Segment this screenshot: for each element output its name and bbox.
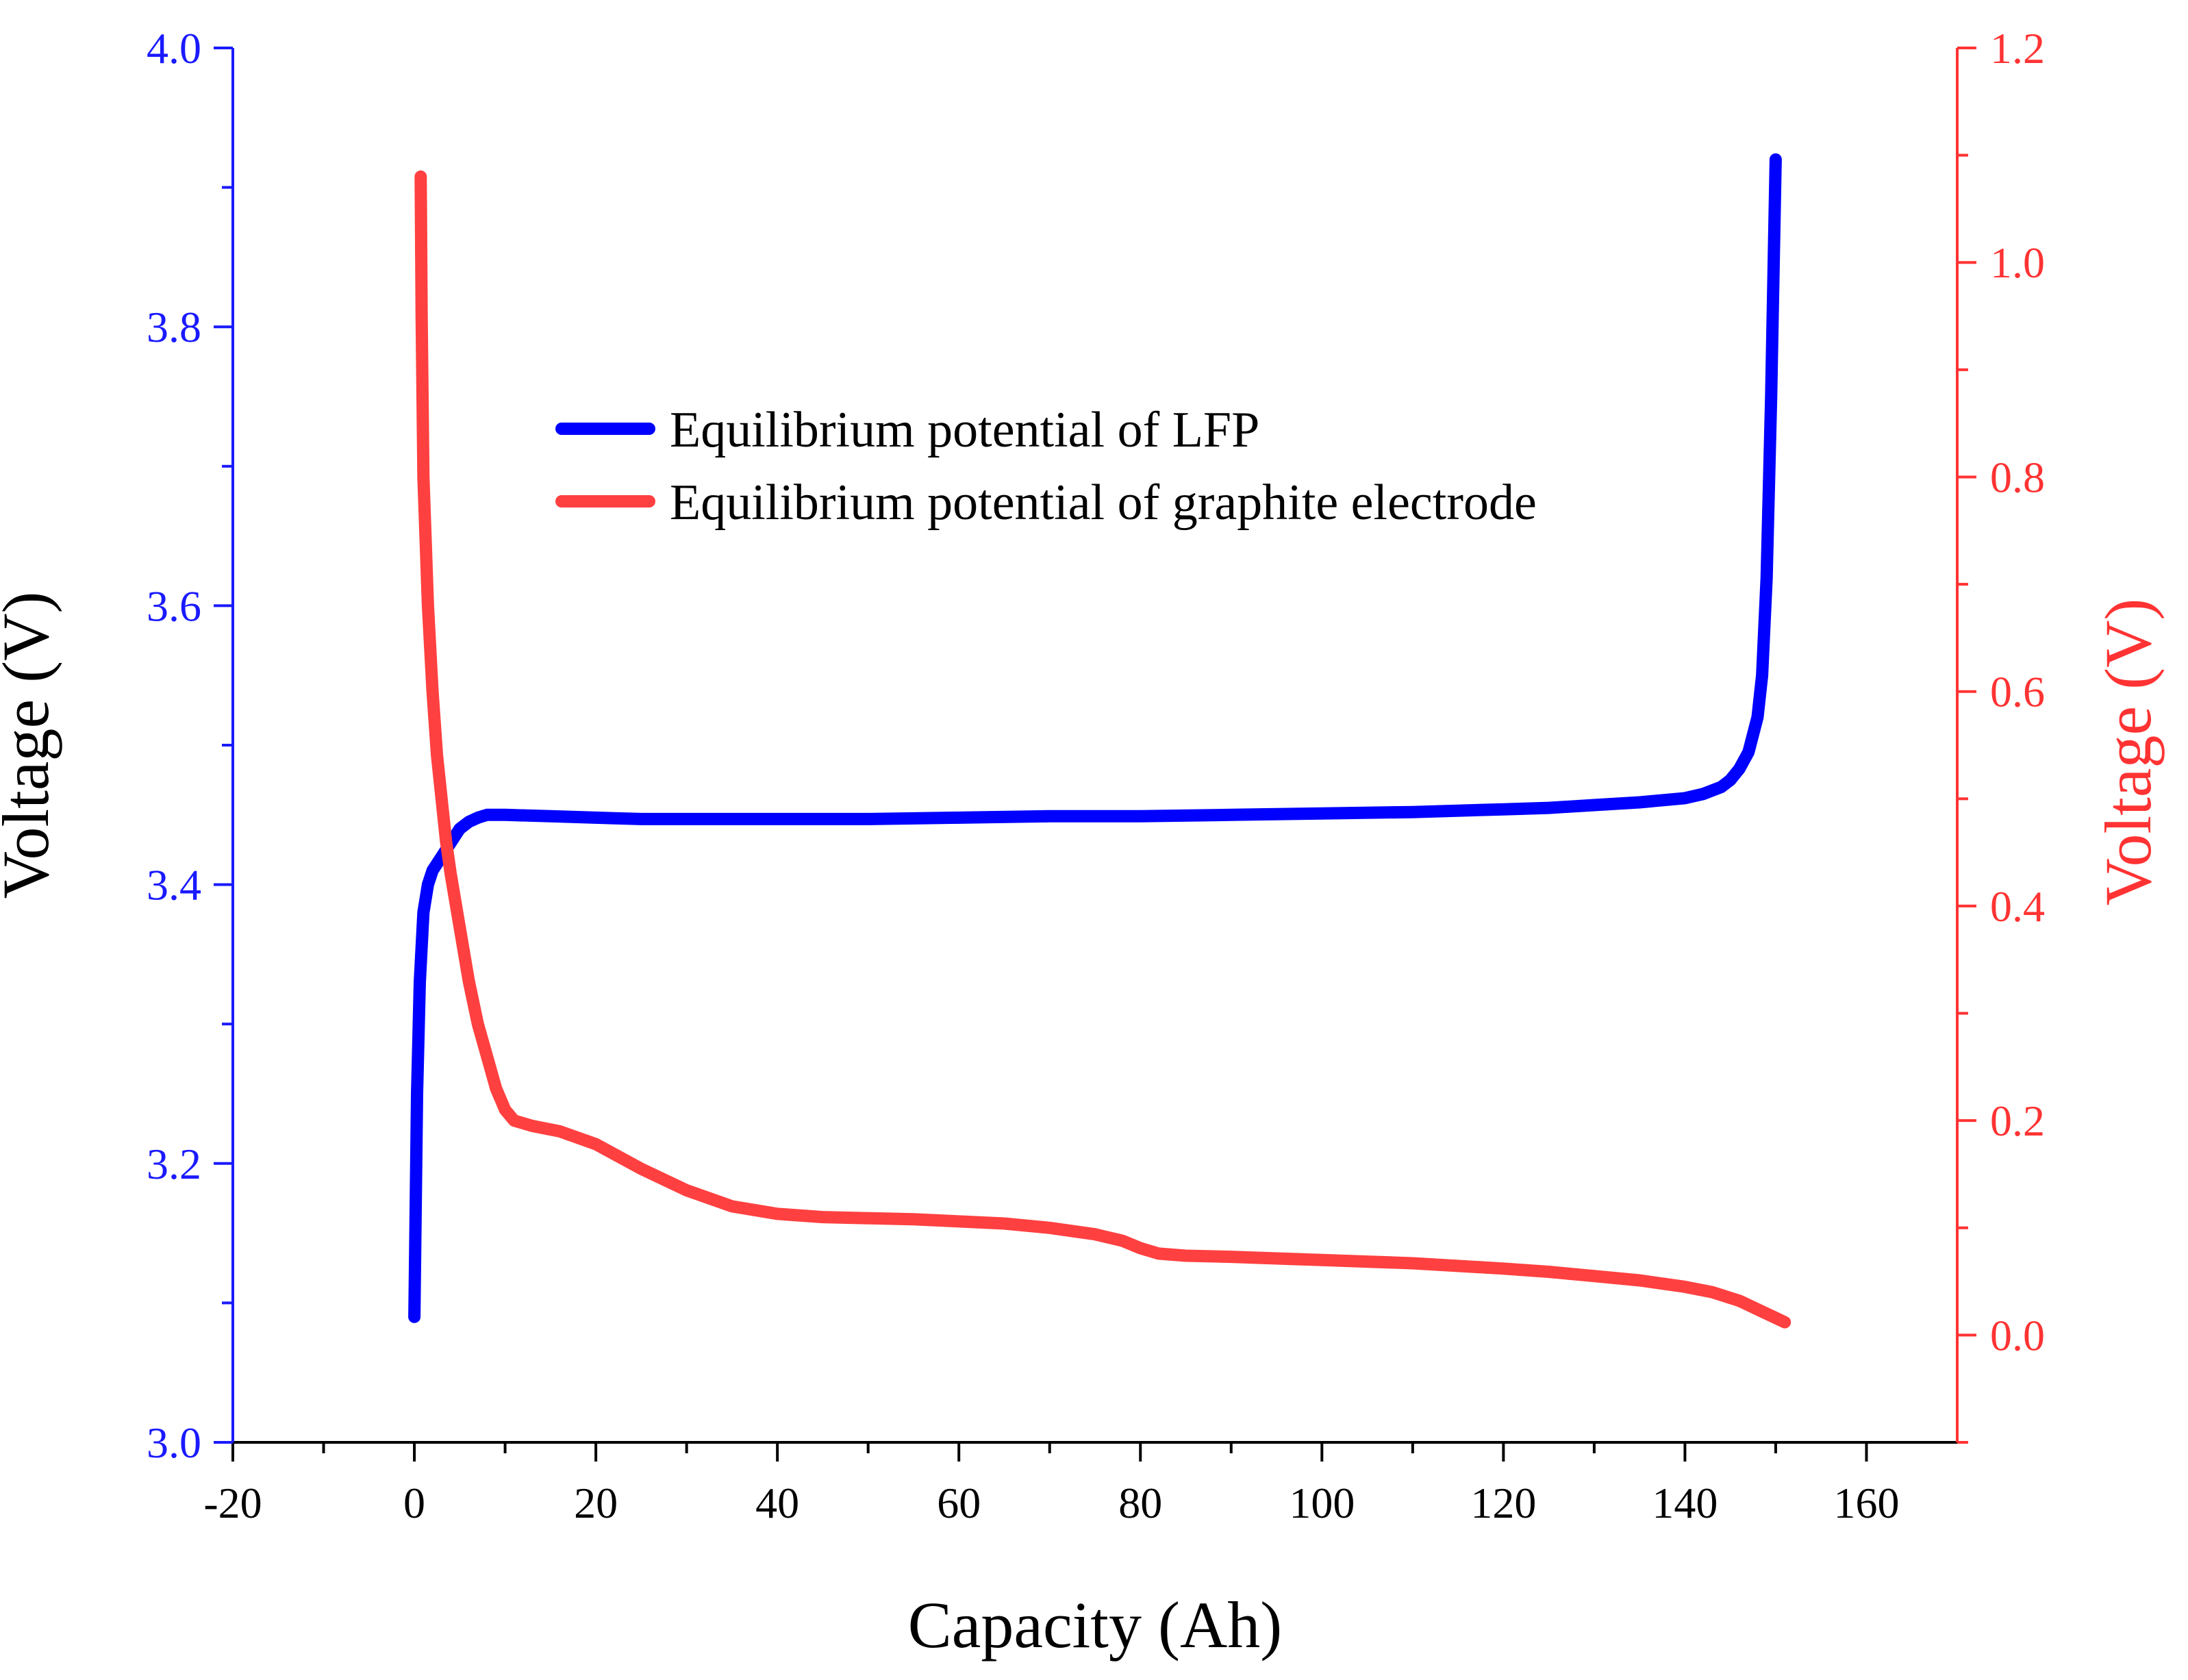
x-tick-label: 140 xyxy=(1652,1479,1718,1527)
graphite-series-line xyxy=(414,170,1791,1329)
right-y-tick-label: 0.2 xyxy=(1990,1096,2045,1145)
x-tick-label: 100 xyxy=(1289,1479,1355,1527)
x-tick-label: 0 xyxy=(403,1479,425,1527)
right-y-tick-label: 0.0 xyxy=(1990,1311,2045,1359)
right-y-tick-label: 1.2 xyxy=(1990,24,2045,73)
right-y-tick-label: 1.0 xyxy=(1990,238,2045,287)
left-y-tick-label: 3.0 xyxy=(147,1418,201,1467)
series-layer xyxy=(408,153,1791,1329)
right-y-tick-label: 0.8 xyxy=(1990,453,2045,501)
legend: Equilibrium potential of LFP Equilibrium … xyxy=(555,402,1537,531)
x-axis-title: Capacity (Ah) xyxy=(908,1588,1282,1662)
right-y-tick-label: 0.4 xyxy=(1990,882,2045,931)
x-tick-label: 40 xyxy=(755,1479,799,1527)
x-tick-label: 160 xyxy=(1833,1479,1899,1527)
legend-label-lfp: Equilibrium potential of LFP xyxy=(670,402,1259,458)
right-y-tick-label: 0.6 xyxy=(1990,668,2045,716)
left-y-tick-label: 3.4 xyxy=(147,861,201,910)
left-y-axis-title: Voltage (V) xyxy=(0,592,62,899)
x-tick-label: 20 xyxy=(574,1479,618,1527)
x-tick-label: -20 xyxy=(203,1479,262,1527)
x-tick-label: 120 xyxy=(1470,1479,1536,1527)
left-y-tick-label: 3.6 xyxy=(147,581,201,630)
x-tick-label: 80 xyxy=(1118,1479,1162,1527)
right-y-axis-title: Voltage (V) xyxy=(2091,599,2165,906)
axes-layer: -20 0 20 40 60 80 100 120 140 160 3.0 3.2 3.4 3.6 3.8 4… xyxy=(147,24,2045,1527)
x-tick-label: 60 xyxy=(937,1479,981,1527)
left-y-tick-label: 4.0 xyxy=(147,24,201,73)
left-y-tick-label: 3.2 xyxy=(147,1140,201,1188)
left-y-tick-label: 3.8 xyxy=(147,303,201,351)
lfp-series-line xyxy=(408,153,1782,1323)
legend-label-graphite: Equilibrium potential of graphite electr… xyxy=(670,475,1537,531)
